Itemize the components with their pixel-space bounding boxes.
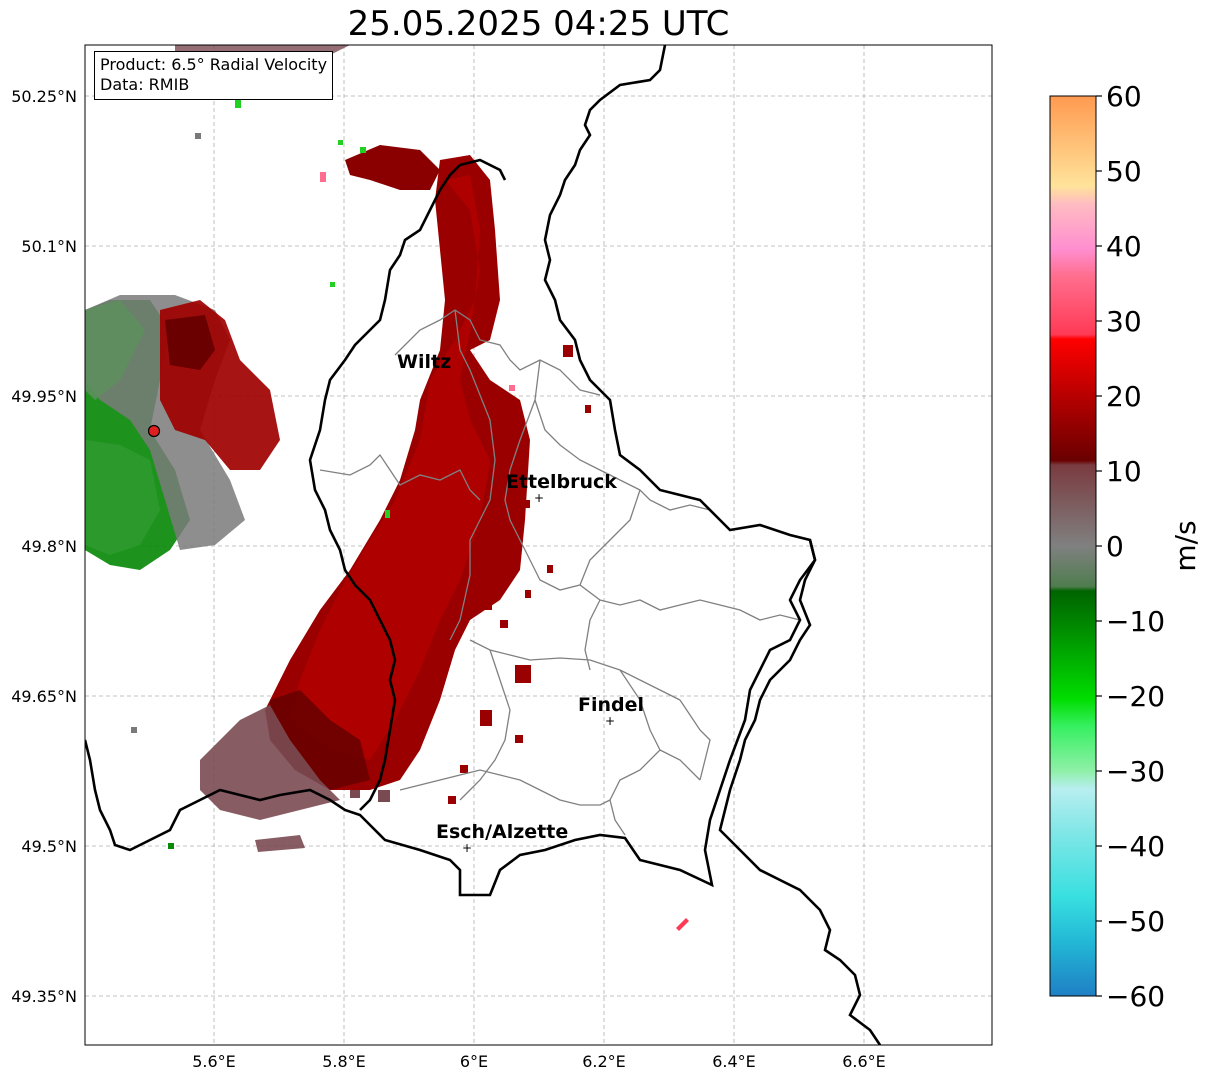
southwest-muted-velocity-2 — [255, 835, 305, 852]
colorbar-ticks — [1096, 95, 1102, 997]
colorbar-tick-label: 10 — [1106, 455, 1142, 488]
city-marker-findel: + — [605, 714, 615, 728]
colorbar-tick-label: −60 — [1106, 980, 1165, 1013]
colorbar-tick-label: −10 — [1106, 605, 1165, 638]
near-zero-velocity-region-green — [85, 300, 145, 400]
colorbar-tick-label: −30 — [1106, 755, 1165, 788]
city-label-wiltz: Wiltz — [397, 351, 451, 373]
colorbar-scale — [1049, 95, 1097, 997]
colorbar-tick-label: 50 — [1106, 155, 1142, 188]
x-tick-label: 5.6°E — [192, 1052, 236, 1071]
x-tick-label: 6.6°E — [842, 1052, 886, 1071]
map-frame — [84, 44, 993, 1046]
isolated-echo — [676, 918, 689, 931]
y-axis-tick-labels: 50.25°N 50.1°N 49.95°N 49.8°N 49.65°N 49… — [11, 87, 77, 1006]
y-tick-label: 49.95°N — [11, 387, 77, 406]
colorbar-tick-label: −50 — [1106, 905, 1165, 938]
y-tick-label: 49.65°N — [11, 687, 77, 706]
city-marker-ettelbruck: + — [534, 491, 544, 505]
radar-site-marker — [147, 424, 161, 438]
y-tick-label: 49.5°N — [21, 837, 77, 856]
outbound-velocity-band-core — [290, 175, 490, 760]
district-boundaries — [319, 309, 801, 836]
product-label: Product: 6.5° Radial Velocity — [100, 55, 328, 74]
city-labels: Wiltz Ettelbruck Findel Esch/Alzette + +… — [397, 351, 644, 855]
radar-velocity-echoes — [85, 45, 689, 931]
outbound-velocity-north — [345, 145, 440, 190]
x-tick-label: 5.8°E — [322, 1052, 366, 1071]
map-title: 25.05.2025 04:25 UTC — [347, 4, 730, 44]
x-tick-label: 6°E — [460, 1052, 488, 1071]
country-border-west — [308, 158, 507, 811]
city-marker-esch-alzette: + — [462, 841, 472, 855]
map-frame-background — [85, 45, 992, 1045]
x-tick-label: 6.2°E — [582, 1052, 626, 1071]
y-tick-label: 50.25°N — [11, 87, 77, 106]
outbound-velocity-near-radar-dark — [165, 315, 215, 370]
country-border-east-river — [718, 539, 882, 1045]
colorbar-tick-label: 60 — [1106, 80, 1142, 113]
data-source-label: Data: RMIB — [100, 75, 190, 94]
colorbar-tick-label: −20 — [1106, 680, 1165, 713]
colorbar-tick-label: 30 — [1106, 305, 1142, 338]
colorbar-tick-label: 40 — [1106, 230, 1142, 263]
country-border — [85, 45, 817, 897]
city-label-esch-alzette: Esch/Alzette — [436, 821, 568, 843]
city-label-findel: Findel — [578, 694, 644, 716]
x-axis-tick-labels: 5.6°E 5.8°E 6°E 6.2°E 6.4°E 6.6°E — [192, 1052, 886, 1071]
inbound-velocity-region-dark — [85, 440, 160, 555]
y-tick-label: 49.8°N — [21, 537, 77, 556]
colorbar-unit-label: m/s — [1169, 520, 1202, 571]
colorbar-tick-label: 0 — [1106, 530, 1124, 563]
colorbar-tick-label: 20 — [1106, 380, 1142, 413]
colorbar: 60 50 40 30 20 10 0 −10 −20 −30 −40 −50 … — [1049, 80, 1202, 1013]
product-info-box: Product: 6.5° Radial Velocity Data: RMIB — [94, 51, 334, 100]
y-tick-label: 50.1°N — [21, 237, 77, 256]
colorbar-tick-label: −40 — [1106, 830, 1165, 863]
y-tick-label: 49.35°N — [11, 987, 77, 1006]
city-label-ettelbruck: Ettelbruck — [506, 471, 617, 493]
x-tick-label: 6.4°E — [712, 1052, 756, 1071]
